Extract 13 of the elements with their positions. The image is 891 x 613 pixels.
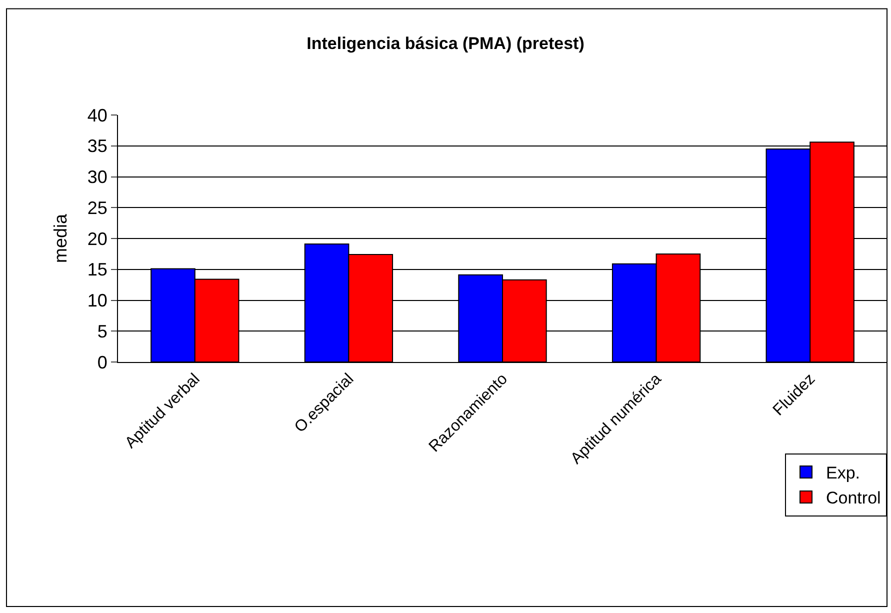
legend-label: Control [826, 488, 881, 508]
chart-title: Inteligencia básica (PMA) (pretest) [306, 34, 584, 53]
y-tick-label: 20 [87, 228, 108, 249]
y-tick-label: 25 [87, 198, 108, 218]
y-axis-title: media [50, 213, 71, 264]
y-tick-label: 10 [87, 290, 108, 311]
y-tick-label: 35 [87, 136, 108, 156]
y-tick-label: 15 [87, 260, 108, 280]
y-tick-label: 40 [87, 105, 108, 126]
legend-label: Exp. [826, 464, 860, 483]
y-tick-label: 0 [97, 352, 108, 372]
y-tick-label: 30 [87, 167, 108, 188]
y-tick-label: 5 [97, 321, 108, 342]
